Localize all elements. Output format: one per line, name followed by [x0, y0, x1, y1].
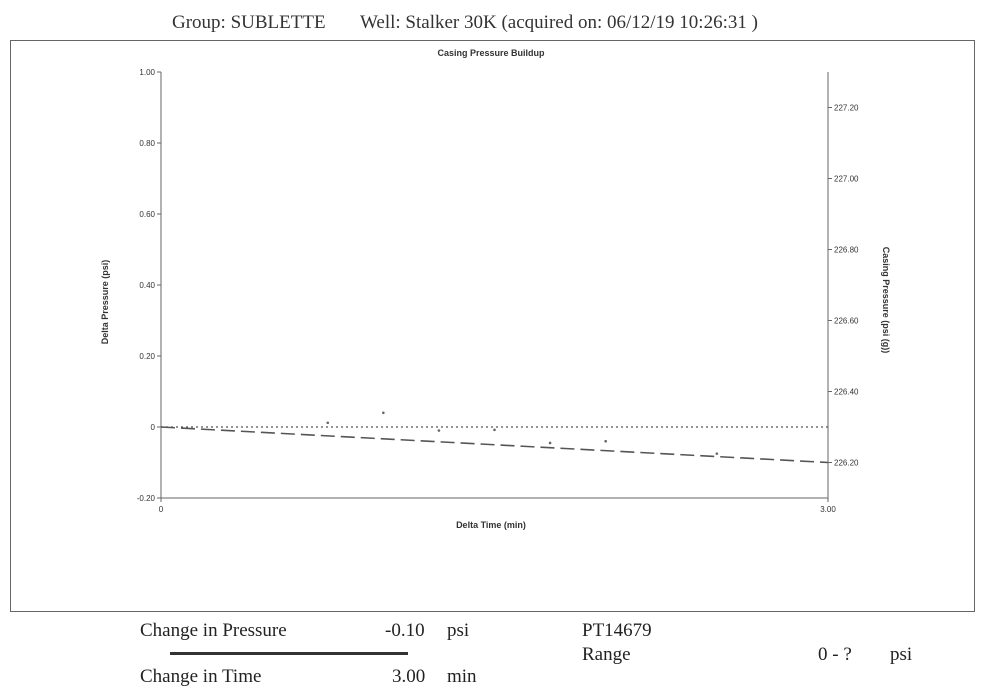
series-group	[160, 426, 829, 464]
y-tick-label-4: 0.20	[139, 352, 155, 361]
y2-tick-label-4: 226.40	[834, 388, 859, 397]
y2-axis-label: Casing Pressure (psi (g))	[881, 247, 891, 354]
report-header: Group: SUBLETTE Well: Stalker 30K (acqui…	[0, 6, 983, 36]
y-tick-label-3: 0.40	[139, 281, 155, 290]
y-axis-label: Delta Pressure (psi)	[100, 260, 110, 345]
points-group	[326, 411, 719, 455]
data-point-1	[382, 411, 385, 415]
y-tick-label-2: 0.60	[139, 210, 155, 219]
chart-frame	[10, 40, 975, 612]
change-in-time-value: 3.00	[392, 666, 426, 687]
change-in-time-unit: min	[447, 666, 477, 687]
x-tick-label-1: 3.00	[820, 505, 836, 514]
data-point-5	[604, 439, 607, 443]
gauge-id: PT14679	[582, 620, 652, 641]
x-tick-label-0: 0	[159, 505, 164, 514]
y2-tick-label-1: 227.00	[834, 175, 859, 184]
change-in-time-label: Change in Time	[140, 666, 262, 687]
y-tick-label-5: 0	[151, 423, 156, 432]
casing-pressure-chart: Casing Pressure Buildup 1.00 0.80 0.60 0.40…	[100, 48, 891, 530]
summary-underline	[170, 652, 408, 655]
group-label: Group: SUBLETTE	[172, 12, 326, 33]
data-point-4	[548, 441, 552, 445]
y-tick-label-6: -0.20	[137, 494, 156, 503]
y-tick-label-0: 1.00	[139, 68, 155, 77]
y2-tick-label-3: 226.60	[834, 317, 859, 326]
y2-tick-label-0: 227.20	[834, 104, 859, 113]
data-point-3	[493, 428, 496, 432]
y2-tick-label-2: 226.80	[834, 246, 859, 255]
change-in-pressure-value: -0.10	[385, 620, 425, 641]
change-in-pressure-unit: psi	[447, 620, 470, 641]
well-info: Well: Stalker 30K (acquired on: 06/12/19…	[360, 12, 758, 33]
data-point-6	[715, 452, 719, 455]
x-axis-ticks: 0 3.00	[159, 498, 836, 514]
y-axis-ticks: 1.00 0.80 0.60 0.40 0.20 0 -0.20	[137, 68, 161, 503]
y2-tick-label-5: 226.20	[834, 459, 859, 468]
range-label: Range	[582, 644, 631, 665]
range-value: 0 - ?	[818, 644, 852, 665]
data-point-2	[437, 429, 441, 432]
chart-title: Casing Pressure Buildup	[437, 48, 545, 58]
range-unit: psi	[890, 644, 913, 665]
data-point-0	[326, 421, 330, 425]
x-axis-label: Delta Time (min)	[456, 520, 526, 530]
y-tick-label-1: 0.80	[139, 139, 155, 148]
change-in-pressure-label: Change in Pressure	[140, 620, 287, 641]
series-line-0	[160, 426, 829, 464]
y2-axis-ticks: 227.20 227.00 226.80 226.60 226.40 226.20	[828, 104, 859, 468]
